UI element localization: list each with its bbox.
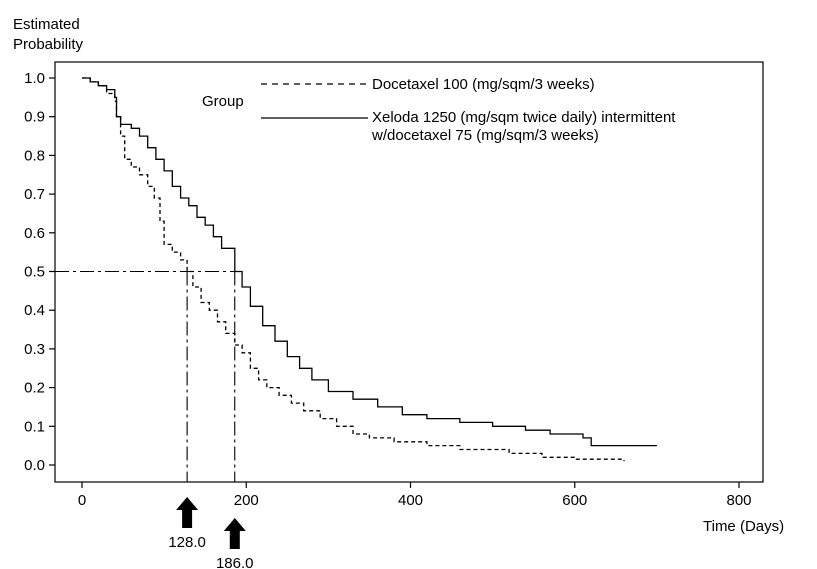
- x-axis-title: Time (Days): [703, 518, 784, 535]
- y-tick-label: 0.6: [24, 225, 45, 242]
- y-axis: 0.0 0.1 0.2 0.3 0.4 0.5 0.6 0.7 0.8 0.9 1.0: [24, 70, 55, 474]
- y-tick-label: 1.0: [24, 70, 45, 87]
- median-markers: 128.0 186.0: [168, 497, 254, 569]
- legend-label-xeloda-docetaxel-line-1: Xeloda 1250 (mg/sqm twice daily) intermi…: [372, 109, 676, 126]
- x-tick-label: 400: [398, 492, 423, 509]
- x-axis: 0 200 400 600 800: [78, 482, 752, 509]
- legend-label-xeloda-docetaxel-line-2: w/docetaxel 75 (mg/sqm/3 weeks): [371, 127, 599, 144]
- x-tick-label: 800: [726, 492, 751, 509]
- y-tick-label: 0.1: [24, 418, 45, 435]
- median-arrow-icon: [176, 497, 199, 528]
- series-layer: [82, 77, 657, 462]
- y-axis-title-line-1: Estimated: [13, 16, 80, 33]
- y-tick-label: 0.5: [24, 264, 45, 281]
- y-tick-label: 0.0: [24, 457, 45, 474]
- legend-label-docetaxel: Docetaxel 100 (mg/sqm/3 weeks): [372, 76, 595, 93]
- series-line-xeloda-docetaxel: [82, 77, 657, 447]
- series-line-docetaxel: [82, 77, 625, 462]
- x-tick-label: 0: [78, 492, 86, 509]
- y-axis-title-line-2: Probability: [13, 36, 84, 53]
- y-tick-label: 0.4: [24, 302, 45, 319]
- y-tick-label: 0.8: [24, 147, 45, 164]
- axis-titles: Estimated Probability Time (Days): [13, 16, 784, 535]
- median-label: 186.0: [216, 555, 254, 569]
- median-guides: [55, 270, 236, 482]
- y-tick-label: 0.9: [24, 109, 45, 126]
- median-arrow-icon: [223, 518, 246, 549]
- y-tick-label: 0.2: [24, 380, 45, 397]
- median-label: 128.0: [168, 534, 206, 551]
- x-tick-label: 600: [562, 492, 587, 509]
- legend: Group Docetaxel 100 (mg/sqm/3 weeks) Xelod…: [202, 76, 676, 144]
- y-tick-label: 0.3: [24, 341, 45, 358]
- y-tick-label: 0.7: [24, 186, 45, 203]
- legend-title: Group: [202, 93, 244, 110]
- x-tick-label: 200: [234, 492, 259, 509]
